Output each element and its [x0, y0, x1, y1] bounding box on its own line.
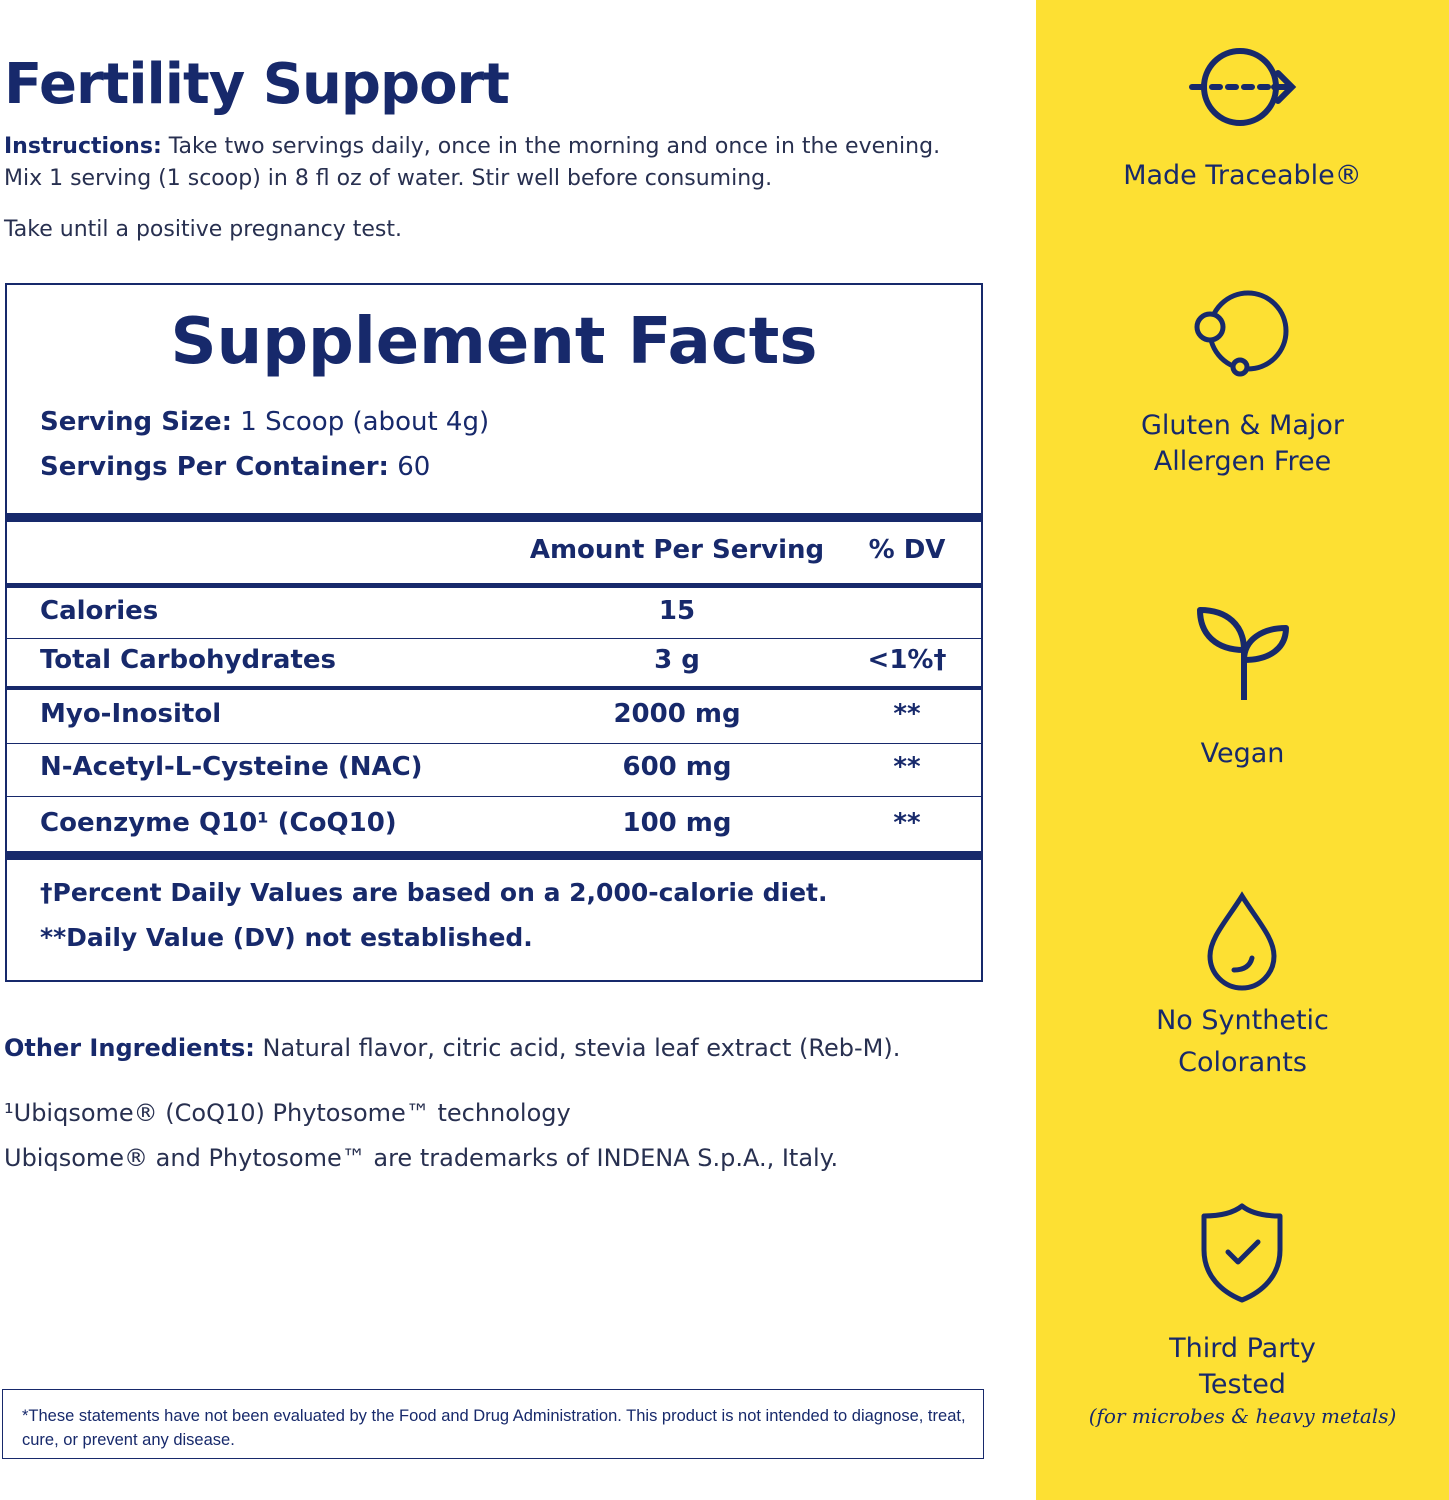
feature-label: Third Party	[1169, 1333, 1316, 1364]
row-amount: 2000 mg	[613, 699, 741, 729]
other-ingredients: Other Ingredients: Natural flavor, citri…	[4, 1034, 900, 1062]
serving-size-label: Serving Size:	[40, 407, 233, 437]
fda-disclaimer: *These statements have not been evaluate…	[2, 1389, 984, 1459]
col-dv: % DV	[868, 535, 946, 565]
instructions-line1: Instructions: Take two servings daily, o…	[4, 134, 940, 159]
serving-size: Serving Size: 1 Scoop (about 4g)	[40, 407, 489, 437]
row-name: Myo-Inositol	[40, 699, 222, 729]
feature-allergen-free: Gluten & Major Allergen Free	[1036, 408, 1449, 480]
note-trademarks: Ubiqsome® and Phytosome™ are trademarks …	[4, 1144, 839, 1172]
divider	[7, 638, 981, 639]
instructions-line2: Mix 1 serving (1 scoop) in 8 fl oz of wa…	[4, 166, 773, 191]
row-dv: **	[893, 808, 921, 838]
instructions-line3: Take until a positive pregnancy test.	[4, 217, 402, 242]
servings-value: 60	[388, 452, 431, 482]
divider	[7, 743, 981, 744]
feature-label: Colorants	[1178, 1047, 1307, 1078]
serving-size-value: 1 Scoop (about 4g)	[232, 407, 490, 437]
instructions-text: Take two servings daily, once in the mor…	[161, 134, 941, 159]
feature-vegan: Vegan	[1200, 738, 1285, 769]
facts-title: Supplement Facts	[170, 305, 818, 379]
supplement-facts-panel: Supplement Facts Serving Size: 1 Scoop (…	[5, 283, 983, 982]
shield-check-icon	[1201, 1203, 1283, 1303]
feature-sublabel: (for microbes & heavy metals)	[1088, 1404, 1397, 1428]
row-amount: 600 mg	[622, 752, 732, 782]
divider	[7, 686, 981, 690]
divider	[7, 796, 981, 797]
row-dv: **	[893, 752, 921, 782]
row-name: Coenzyme Q10¹ (CoQ10)	[40, 808, 397, 838]
servings-label: Servings Per Container:	[40, 452, 389, 482]
row-amount: 100 mg	[622, 808, 732, 838]
feature-label: Tested	[1199, 1369, 1286, 1400]
row-dv: <1%†	[867, 645, 947, 675]
features-panel: Made Traceable® Gluten & Major Allergen F…	[1036, 0, 1449, 1500]
traceable-arrow-icon	[1189, 48, 1297, 126]
feature-no-synthetic-colorants: No Synthetic Colorants	[1036, 1003, 1449, 1081]
sprout-icon	[1197, 607, 1289, 700]
row-name: N-Acetyl-L-Cysteine (NAC)	[40, 752, 423, 782]
divider	[7, 513, 981, 522]
other-ingredients-label: Other Ingredients:	[4, 1034, 255, 1062]
feature-label: No Synthetic	[1156, 1005, 1329, 1036]
instructions-label: Instructions:	[4, 134, 162, 159]
divider	[7, 583, 981, 588]
feature-label: Allergen Free	[1153, 446, 1332, 477]
water-drop-icon	[1207, 891, 1277, 991]
feature-label: Gluten & Major	[1140, 410, 1345, 441]
row-dv: **	[893, 699, 921, 729]
feature-made-traceable: Made Traceable®	[1123, 160, 1362, 191]
servings-per-container: Servings Per Container: 60	[40, 452, 430, 482]
row-name: Total Carbohydrates	[40, 645, 336, 675]
note-ubiqsome: ¹Ubiqsome® (CoQ10) Phytosome™ technology	[4, 1099, 571, 1127]
other-ingredients-text: Natural flavor, citric acid, stevia leaf…	[254, 1034, 901, 1062]
col-amount: Amount Per Serving	[529, 535, 825, 565]
divider	[7, 851, 981, 860]
row-name: Calories	[40, 596, 159, 626]
page-title: Fertility Support	[4, 52, 510, 117]
footnote-dv: †Percent Daily Values are based on a 2,0…	[40, 878, 828, 907]
footnote-not-established: **Daily Value (DV) not established.	[40, 923, 533, 952]
feature-third-party-tested: Third Party Tested (for microbes & heavy m…	[1036, 1331, 1449, 1429]
row-amount: 3 g	[654, 645, 700, 675]
row-amount: 15	[658, 596, 696, 626]
allergen-free-icon	[1194, 290, 1289, 377]
